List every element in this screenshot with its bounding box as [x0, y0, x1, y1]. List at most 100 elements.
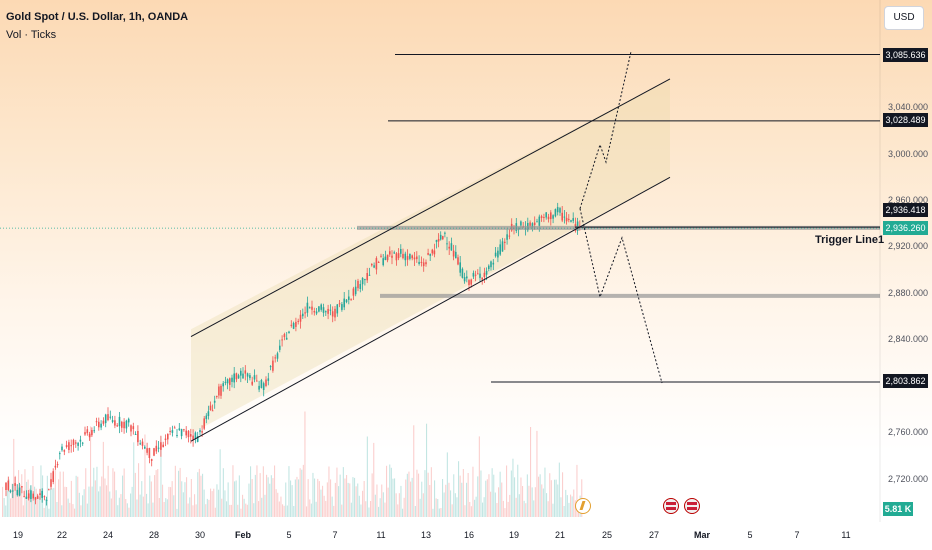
volume-bar: [82, 495, 84, 517]
volume-bar: [2, 486, 4, 517]
volume-bar: [213, 488, 215, 517]
time-tick: Feb: [234, 530, 252, 540]
candle-body: [341, 304, 343, 310]
volume-bar: [110, 498, 112, 517]
lightning-event-icon[interactable]: [575, 498, 591, 514]
volume-bar: [498, 487, 500, 517]
flag-event-icon[interactable]: [684, 498, 700, 514]
volume-bar: [179, 467, 181, 517]
volume-bar: [200, 475, 202, 517]
candle-body: [433, 250, 436, 255]
volume-bar: [454, 493, 456, 517]
candle-body: [466, 276, 468, 279]
volume-bar: [208, 499, 210, 517]
volume-bar: [288, 466, 290, 517]
volume-bar: [155, 470, 157, 517]
candle-body: [93, 430, 95, 432]
volume-bar: [434, 480, 436, 517]
volume-bar: [366, 436, 368, 517]
candle-body: [274, 357, 276, 359]
volume-bar: [437, 499, 439, 517]
volume-bar: [126, 503, 128, 517]
candle-body: [36, 495, 39, 499]
volume-bar: [526, 474, 528, 517]
volume-bar: [227, 482, 229, 517]
volume-bar: [419, 498, 421, 517]
volume-bar: [464, 505, 466, 517]
candle-body: [21, 486, 23, 488]
volume-bar: [531, 487, 533, 517]
candle-body: [427, 253, 429, 255]
channel-lower-line: [190, 176, 671, 442]
candle-body: [81, 442, 84, 444]
volume-bar: [496, 503, 498, 517]
candle-body: [345, 299, 348, 303]
candle-body: [240, 370, 242, 376]
volume-bar: [453, 474, 455, 517]
volume-bar: [144, 434, 146, 517]
volume-bar: [278, 501, 280, 517]
candle-body: [141, 441, 144, 446]
volume-bar: [469, 502, 471, 517]
volume-bar: [66, 487, 68, 517]
candle-body: [359, 284, 362, 289]
candle-body: [422, 262, 425, 267]
candle-body: [39, 493, 41, 495]
candle-body: [350, 299, 352, 301]
volume-bar: [216, 484, 218, 517]
candle-body: [207, 411, 210, 416]
volume-bar: [410, 481, 412, 517]
volume-bar: [235, 480, 237, 517]
volume-bar: [171, 481, 173, 517]
volume-bar: [93, 467, 95, 517]
candle-body: [329, 309, 332, 311]
candle-body: [425, 262, 427, 265]
price-tick: 3,000.000: [888, 149, 929, 159]
candle-body: [420, 261, 423, 263]
candle-body: [267, 378, 270, 381]
candle-body: [554, 209, 557, 217]
candle-body: [139, 443, 141, 445]
candle-body: [494, 252, 497, 257]
volume-bar: [29, 488, 31, 517]
bearish-projection-path: [579, 208, 663, 384]
candle-body: [61, 446, 63, 451]
candle-body: [285, 337, 288, 340]
resistance-price-label: 2,936.418: [883, 203, 928, 217]
volume-bar: [520, 477, 522, 517]
candle-body: [150, 459, 153, 461]
volume-bar: [382, 492, 384, 517]
volume-bar: [333, 505, 335, 517]
candle-body: [265, 379, 267, 386]
candle-body: [529, 222, 531, 226]
candle-body: [229, 378, 231, 385]
candle-body: [86, 429, 89, 434]
volume-bar: [5, 505, 7, 517]
volume-bar: [360, 504, 362, 517]
volume-bar: [298, 479, 300, 517]
volume-bar: [176, 508, 178, 517]
volume-bar: [136, 499, 138, 517]
flag-event-icon[interactable]: [663, 498, 679, 514]
target-high-price-label: 3,085.636: [883, 48, 928, 62]
volume-bar: [258, 501, 260, 517]
candle-body: [306, 302, 309, 313]
volume-bar: [390, 467, 392, 517]
price-tick: 2,880.000: [888, 288, 929, 298]
volume-bar: [280, 496, 282, 517]
candle-body: [276, 353, 279, 359]
volume-bar: [466, 482, 468, 517]
candle-body: [504, 241, 506, 243]
candle-body: [95, 421, 98, 423]
volume-bar: [149, 475, 151, 517]
volume-bar: [459, 475, 461, 517]
trigger-line-label[interactable]: Trigger Line1: [815, 234, 885, 246]
candle-body: [107, 414, 109, 421]
volume-bar: [48, 508, 50, 517]
candle-body: [77, 442, 79, 446]
volume-bar: [274, 465, 276, 517]
currency-button[interactable]: USD: [884, 6, 924, 30]
candle-body: [30, 490, 32, 499]
